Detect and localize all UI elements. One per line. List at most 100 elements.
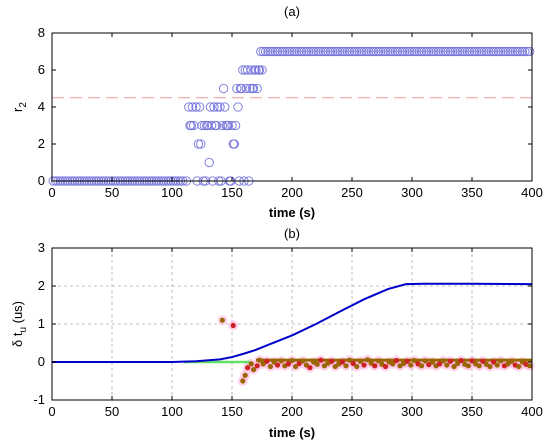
data-point-circle [301,46,312,57]
data-point-dot [383,363,389,370]
data-point-circle [256,46,266,57]
data-point-circle [204,157,214,168]
data-point-circle [184,102,194,112]
data-point-dot [289,357,295,364]
data-point-dot [487,363,493,370]
x-tick-label: 350 [461,404,483,419]
data-point-dot [354,363,360,370]
data-point-circle [352,46,362,57]
data-point-circle [229,139,240,149]
data-point-circle [275,46,285,57]
y-tick-label: 6 [38,62,45,77]
data-point-circle [452,46,463,57]
data-point-circle [277,46,288,57]
y-axis-label-b-main: δ t [10,332,25,347]
data-point-circle [419,46,429,57]
data-point-circle [424,46,434,57]
data-point-circle [332,46,343,57]
data-point-circle [484,46,494,57]
y-tick-label: 1 [38,316,45,331]
chart-panel-a: (a) 0 50 100 150 200 250 300 350 400 0 2 4 6 8 time … [10,4,543,220]
data-point-circle [265,46,276,57]
data-point-circle [292,46,302,57]
data-point-circle [402,46,412,57]
data-point-dot [408,362,414,368]
data-point-circle [404,46,415,57]
data-point-circle [296,46,307,57]
x-tick-label: 350 [461,185,483,200]
data-point-circle [493,46,504,57]
data-point-dot [494,362,500,368]
data-point-circle [464,46,475,57]
data-point-dot [219,317,225,323]
data-point-circle [397,46,408,57]
y-tick-label: 2 [38,136,45,151]
data-point-circle [373,46,384,57]
data-point-circle [421,46,432,57]
data-point-circle [414,46,424,57]
data-point-dot [339,359,345,365]
data-point-circle [356,46,367,57]
data-point-circle [361,46,372,57]
y-tick-label: 3 [38,240,45,255]
data-point-dot [455,360,461,367]
data-point-circle [438,46,448,57]
x-tick-label: 0 [48,404,55,419]
data-point-circle [472,46,482,57]
data-point-circle [383,46,393,57]
data-point-circle [428,46,439,57]
data-point-dot [411,357,417,364]
data-point-dot [404,358,410,364]
data-point-circle [272,46,283,57]
data-point-circle [368,46,379,57]
y-axis-label-a-main: r [10,107,25,112]
x-tick-label: 50 [105,404,119,419]
x-tick-label: 200 [281,185,303,200]
data-point-circle [306,46,316,57]
data-point-circle [344,46,355,57]
data-point-dot [332,363,338,370]
data-point-dot [230,322,236,329]
data-point-dot [357,358,363,364]
data-point-circle [371,46,381,57]
data-point-circle [376,46,386,57]
data-point-circle [412,46,422,57]
data-point-circle [431,46,441,57]
data-point-dot [361,362,367,368]
data-point-circle [330,46,340,57]
data-point-circle [248,83,259,94]
data-point-circle [488,46,499,57]
data-point-circle [455,46,465,57]
x-tick-label: 400 [521,404,543,419]
data-point-circle [364,46,374,57]
data-point-dot [419,363,425,369]
data-point-circle [496,46,506,57]
y-tick-label: -1 [33,392,45,407]
data-point-dot [343,363,349,369]
data-point-dot [293,363,299,370]
data-point-dot [426,362,432,368]
data-point-circle [448,46,458,57]
data-point-circle [443,46,453,57]
x-tick-label: 100 [161,185,183,200]
data-point-circle [320,46,331,57]
data-point-circle [349,46,360,57]
data-point-circle [354,46,364,57]
data-point-circle [289,46,300,57]
data-point-circle [280,46,290,57]
data-point-dot [444,362,450,368]
y-tick-label: 0 [38,173,45,188]
data-point-circle [215,102,225,112]
data-point-circle [388,46,398,57]
data-point-dot [509,358,515,364]
data-point-dot [365,357,371,363]
x-tick-label: 200 [281,404,303,419]
data-point-circle [520,46,530,57]
x-tick-label: 400 [521,185,543,200]
data-point-dot [321,363,327,369]
data-point-circle [194,102,205,112]
x-tick-label: 250 [341,404,363,419]
plot-area-a [52,33,532,181]
data-point-circle [337,46,348,57]
